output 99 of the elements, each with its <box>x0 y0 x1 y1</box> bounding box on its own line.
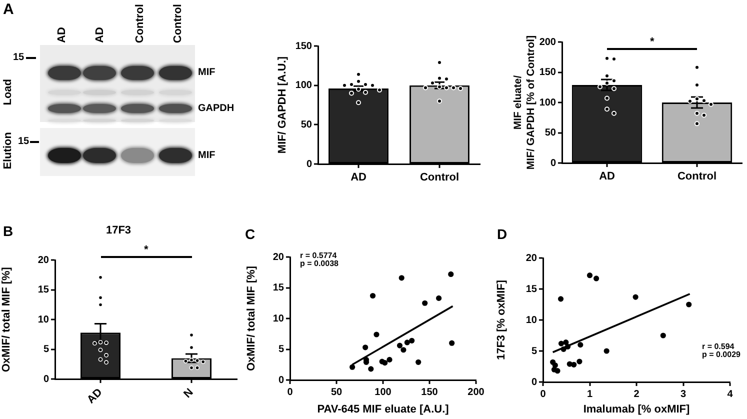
y-tick-label: 0 <box>550 158 556 169</box>
point <box>558 296 564 302</box>
x-tick-label: N <box>182 386 196 401</box>
y-tick-label: 20 <box>526 252 538 264</box>
annotation: * <box>650 36 654 48</box>
text: Load <box>2 79 14 106</box>
point <box>686 302 692 308</box>
text: Elution <box>2 132 14 169</box>
point <box>409 338 415 344</box>
y-tick-label: 0 <box>278 374 284 386</box>
point <box>563 340 569 346</box>
text: A <box>3 1 14 18</box>
y-axis-title: MIF eluate/ MIF/ GAPDH [% of Control] <box>512 35 537 170</box>
point <box>398 275 404 281</box>
y-tick-label: 150 <box>295 40 312 52</box>
point <box>370 292 376 299</box>
y-tick-label: 20 <box>272 252 284 263</box>
point <box>400 347 406 353</box>
point <box>586 272 593 278</box>
point <box>404 340 410 346</box>
y-tick-label: 10 <box>272 313 284 324</box>
annotation: r = 0.594 <box>702 342 734 351</box>
x-tick-label: 150 <box>421 386 438 398</box>
annotation: p = 0.0038 <box>300 259 338 268</box>
x-tick-label: 2 <box>634 388 640 400</box>
point <box>416 359 422 365</box>
y-tick-label: 50 <box>544 128 556 138</box>
y-tick-label: 50 <box>300 119 312 130</box>
y-tick-label: 15 <box>272 282 284 294</box>
point <box>554 368 560 374</box>
text: AD <box>56 27 68 43</box>
x-tick-label: 50 <box>330 386 342 398</box>
text: D <box>497 226 508 242</box>
x-tick-label: AD <box>85 386 105 406</box>
point <box>578 342 584 348</box>
x-tick-label: 1 <box>586 388 593 400</box>
x-tick-label: AD <box>599 170 615 183</box>
point <box>660 332 666 338</box>
point <box>576 358 582 364</box>
y-axis-title: 17F3 [% oxMIF] <box>496 280 508 360</box>
y-tick-label: 5 <box>278 344 284 355</box>
y-tick-label: 15 <box>526 284 538 295</box>
y-tick-label: 10 <box>38 314 50 326</box>
point <box>552 362 558 368</box>
y-tick-label: 150 <box>539 67 556 78</box>
point <box>422 300 428 306</box>
x-axis-title: PAV-645 MIF eluate [A.U.] <box>317 403 450 416</box>
x-tick-label: 0 <box>287 386 294 398</box>
text: B <box>3 223 14 239</box>
x-tick-label: Control <box>677 170 717 183</box>
text: MIF <box>198 150 216 161</box>
y-tick-label: 0 <box>531 376 538 388</box>
x-tick-label: 4 <box>727 388 734 400</box>
text: MIF <box>198 67 216 78</box>
text: GAPDH <box>198 103 234 114</box>
x-tick-label: 3 <box>680 388 686 400</box>
y-tick-label: 100 <box>295 80 312 92</box>
point <box>571 362 577 368</box>
point <box>368 366 374 372</box>
annotation: p = 0.0029 <box>702 350 740 359</box>
point <box>632 294 638 300</box>
text: 15 <box>13 52 24 63</box>
y-axis-title: OxMIF/ total MIF [%] <box>0 266 13 372</box>
text: Control <box>134 4 146 44</box>
x-tick-label: Control <box>420 172 460 184</box>
text: * <box>144 244 148 256</box>
x-axis-title: Imalumab [% oxMIF] <box>583 403 690 416</box>
point <box>558 340 564 346</box>
y-tick-label: 15 <box>38 284 50 296</box>
text: Control <box>172 4 184 44</box>
text: C <box>245 226 256 242</box>
x-tick-label: AD <box>350 172 366 184</box>
point <box>449 340 455 346</box>
y-tick-label: 20 <box>38 254 50 266</box>
point <box>436 295 442 302</box>
point <box>448 271 454 278</box>
point <box>374 332 380 338</box>
point <box>593 276 600 282</box>
y-tick-label: 5 <box>531 346 538 357</box>
text: AD <box>94 27 106 43</box>
point <box>362 344 368 350</box>
point <box>386 356 392 363</box>
point <box>382 360 388 366</box>
y-axis-title: OxMIF/ total MIF [%] <box>246 266 258 372</box>
y-tick-label: 200 <box>539 36 556 48</box>
y-tick-label: 100 <box>539 97 556 108</box>
text: 15 <box>18 136 30 147</box>
x-tick-label: 200 <box>468 386 485 398</box>
y-tick-label: 5 <box>43 344 50 356</box>
y-tick-label: 0 <box>43 374 50 385</box>
point <box>396 342 403 348</box>
y-axis-title: MIF/ GAPDH [A.U.] <box>276 56 289 154</box>
y-tick-label: 0 <box>306 158 312 170</box>
point <box>604 348 610 354</box>
y-tick-label: 10 <box>526 314 538 326</box>
annotation: r = 0.5774 <box>300 251 337 260</box>
x-tick-label: 100 <box>374 386 392 398</box>
point <box>350 364 356 370</box>
chart-title: 17F3 <box>106 224 132 237</box>
